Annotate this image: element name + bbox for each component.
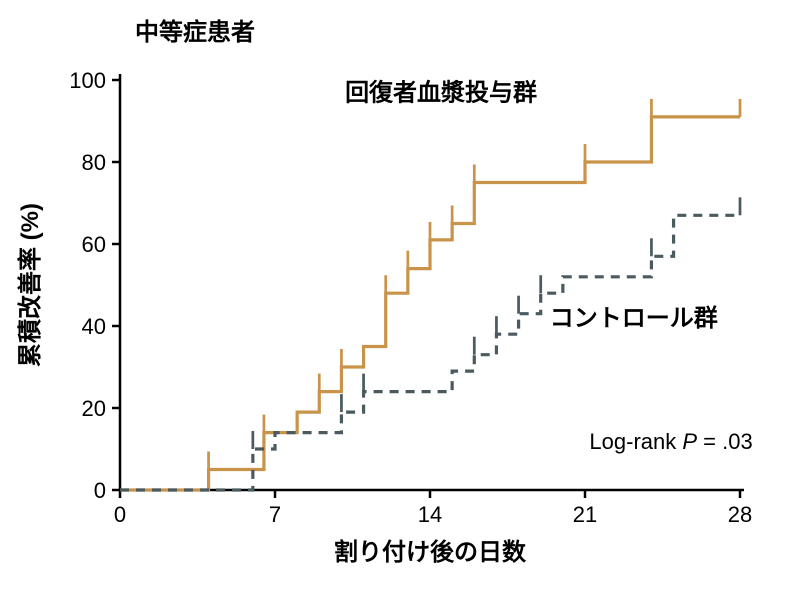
axes: 0 20 40 60 80 100 0 7 14 21 28 xyxy=(69,68,752,527)
y-tick-label: 20 xyxy=(82,396,106,421)
y-tick-label: 0 xyxy=(94,478,106,503)
y-tick-label: 40 xyxy=(82,314,106,339)
x-tick-label: 7 xyxy=(269,502,281,527)
y-tick-label: 80 xyxy=(82,150,106,175)
x-tick-label: 14 xyxy=(418,502,442,527)
series-label-1: コントロール群 xyxy=(550,305,718,332)
x-tick-label: 0 xyxy=(114,502,126,527)
x-tick-label: 28 xyxy=(728,502,752,527)
km-chart: 中等症患者 0 20 40 60 80 100 0 7 14 21 28 割り付け後の日数 累積改善… xyxy=(0,0,800,596)
y-axis-label: 累積改善率 (%) xyxy=(16,203,44,367)
y-tick-label: 100 xyxy=(69,68,106,93)
y-tick-label: 60 xyxy=(82,232,106,257)
chart-title: 中等症患者 xyxy=(135,18,255,46)
series-label-0: 回復者血漿投与群 xyxy=(345,79,537,107)
x-tick-label: 21 xyxy=(573,502,597,527)
logrank-annotation: Log-rank P = .03 xyxy=(589,429,752,454)
x-axis-label: 割り付け後の日数 xyxy=(334,538,527,566)
